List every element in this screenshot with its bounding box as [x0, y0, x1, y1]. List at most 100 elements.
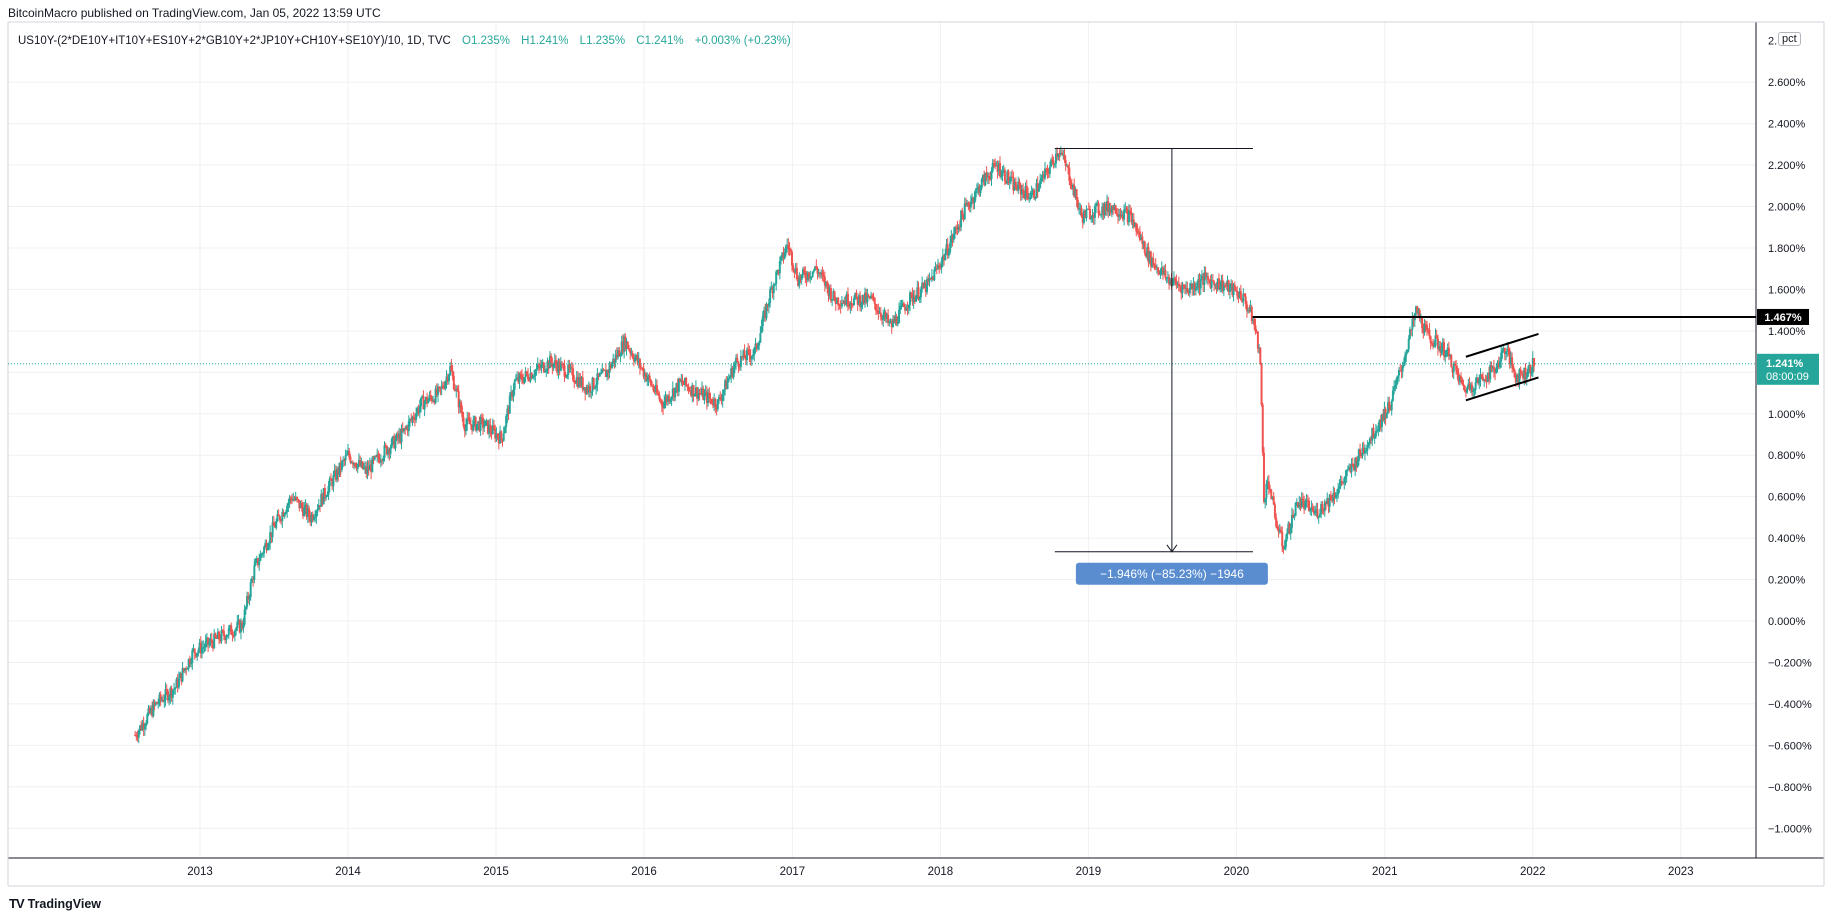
candle-body	[204, 641, 207, 648]
candle-body	[589, 385, 592, 393]
candle-body	[1389, 407, 1392, 411]
candle-body	[1529, 364, 1532, 374]
candle-body	[1022, 189, 1025, 193]
candle-body	[604, 370, 607, 378]
candle-body	[805, 278, 808, 281]
candle-body	[1436, 338, 1439, 349]
candle-body	[1120, 214, 1123, 216]
candle-body	[1405, 352, 1408, 356]
candle-body	[224, 636, 227, 641]
y-tick-label: −0.400%	[1768, 699, 1812, 711]
x-tick-label: 2018	[928, 866, 954, 878]
candle-body	[138, 725, 141, 731]
candle-body	[479, 417, 482, 431]
candle-body	[1137, 231, 1140, 233]
candle-body	[625, 341, 628, 350]
candle-body	[912, 296, 915, 302]
candle-body	[582, 387, 585, 390]
candle-body	[791, 251, 793, 266]
candle-body	[943, 255, 946, 260]
tradingview-brand[interactable]: TV TradingView	[9, 896, 101, 911]
candle-body	[413, 418, 416, 420]
candle-body	[910, 292, 913, 294]
candle-body	[1412, 318, 1415, 321]
last-price-countdown: 08:00:09	[1766, 371, 1809, 383]
candle-body	[1040, 178, 1043, 181]
candle-body	[249, 582, 252, 598]
candle-body	[894, 316, 897, 323]
candle-body	[608, 364, 611, 373]
candle-body	[265, 543, 268, 550]
candle-body	[1374, 431, 1377, 437]
candle-body	[794, 267, 797, 273]
candle-body	[219, 639, 222, 641]
candle-body	[705, 391, 708, 403]
candle-body	[158, 694, 161, 704]
candle-body	[737, 361, 740, 367]
candle-body	[472, 420, 475, 431]
symbol-name[interactable]: US10Y-(2*DE10Y+IT10Y+ES10Y+2*GB10Y+2*JP1…	[18, 35, 451, 47]
candle-body	[781, 252, 784, 257]
candle-body	[1239, 291, 1242, 300]
candle-body	[666, 395, 669, 402]
y-tick-label: −1.000%	[1768, 823, 1812, 835]
candle-body	[483, 425, 486, 428]
candle-body	[351, 462, 354, 465]
candle-body	[1276, 526, 1279, 529]
candle-body	[1449, 355, 1452, 357]
candle-body	[710, 399, 713, 404]
candle-body	[169, 688, 172, 697]
candle-body	[574, 382, 577, 384]
candle-body	[312, 517, 315, 520]
candle-body	[641, 367, 644, 369]
candle-body	[500, 431, 503, 439]
candle-body	[1466, 387, 1469, 393]
candle-body	[1144, 252, 1147, 257]
candle-body	[1096, 203, 1099, 205]
candle-body	[466, 417, 469, 425]
y-tick-label: 0.000%	[1768, 616, 1806, 628]
candle-body	[374, 456, 377, 458]
candle-body	[271, 522, 274, 537]
candle-body	[284, 511, 287, 514]
candle-body	[842, 302, 845, 304]
candle-body	[784, 246, 787, 254]
candle-body	[1235, 290, 1237, 292]
candle-body	[207, 637, 210, 645]
candle-body	[1219, 287, 1222, 290]
candle-body	[686, 385, 689, 387]
candle-body	[1095, 203, 1098, 207]
candle-body	[1329, 494, 1332, 500]
candle-body	[946, 244, 949, 256]
measure-tool: −1.946% (−85.23%) −1946	[1054, 147, 1268, 585]
candle-body	[1168, 277, 1171, 285]
percent-scale-button[interactable]: pct	[1778, 32, 1801, 46]
candle-body	[966, 202, 969, 205]
candle-body	[405, 426, 408, 429]
candle-body	[440, 385, 443, 389]
candle-body	[1511, 357, 1514, 366]
candle-body	[1342, 482, 1345, 484]
candle-body	[1068, 167, 1071, 181]
candle-body	[679, 378, 682, 382]
candle-body	[1211, 280, 1214, 282]
candle-body	[1438, 345, 1441, 349]
candle-body	[803, 269, 806, 273]
candle-body	[444, 381, 447, 389]
candle-body	[918, 297, 921, 300]
candle-body	[1467, 383, 1470, 388]
candle-body	[840, 302, 843, 307]
candle-body	[1422, 328, 1425, 333]
candle-body	[1490, 365, 1493, 368]
candle-body	[1399, 370, 1402, 372]
candle-body	[356, 463, 359, 469]
candle-body	[1216, 278, 1219, 290]
candle-body	[1290, 514, 1293, 528]
candle-body	[811, 271, 814, 277]
candle-body	[1340, 480, 1343, 483]
candle-body	[510, 391, 513, 396]
candle-body	[590, 391, 593, 393]
candle-body	[533, 375, 536, 377]
candle-body	[642, 367, 645, 377]
